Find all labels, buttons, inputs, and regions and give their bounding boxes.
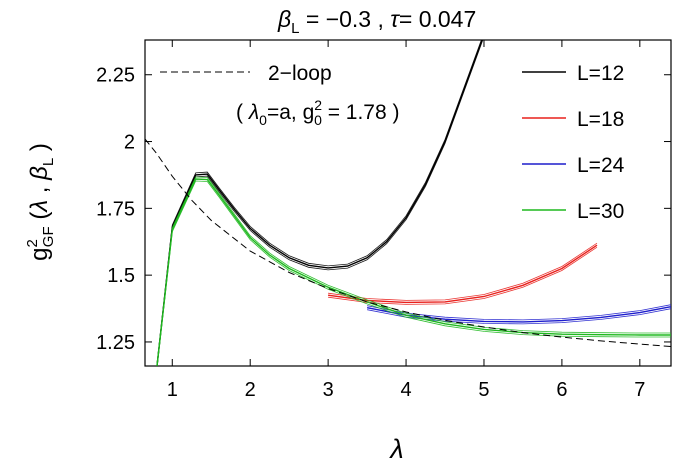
ylabel-beta-sub: L — [40, 158, 57, 166]
y-tick-label-2.25: 2.25 — [96, 65, 135, 87]
legend-entry-l18: L=18 — [522, 108, 624, 131]
ylabel-lambda: λ — [26, 200, 53, 214]
y-tick-label-1.25: 1.25 — [96, 332, 135, 354]
title-tau-val: = 0.047 — [399, 6, 476, 32]
x-tick-label-1: 1 — [167, 379, 178, 401]
x-tick-label-5: 5 — [478, 379, 489, 401]
annotation-open: ( — [236, 101, 249, 124]
title-beta: β — [277, 6, 291, 32]
annotation-lambda-sub: 0 — [259, 112, 267, 128]
title-tau: τ — [390, 6, 400, 32]
annotation-2loop-label: 2−loop — [268, 62, 332, 85]
series-l-30-band-lower — [156, 180, 671, 366]
ylabel-sup: 2 — [24, 239, 41, 247]
series-l-18 — [328, 242, 598, 305]
ylabel-sub: GF — [40, 226, 57, 247]
legend-label-l30: L=30 — [577, 200, 624, 223]
plot-frame — [144, 39, 672, 367]
series-l-12-band-lower — [156, 40, 484, 366]
annotation-g-sup: 2 — [314, 97, 322, 113]
legend-label-l12: L=12 — [577, 62, 624, 85]
series-l-12-line — [156, 40, 483, 366]
annotation-g-sub: 0 — [314, 112, 322, 128]
series-l-30-line — [156, 178, 671, 366]
series-2-loop-line — [145, 138, 671, 347]
series-l-24-line — [366, 306, 671, 323]
x-tick-label-2: 2 — [245, 379, 256, 401]
annotation-lam-eq: =a, g — [267, 101, 314, 124]
ylabel-comma: , — [26, 180, 53, 200]
series-layer — [145, 40, 671, 366]
legend-entry-l30: L=30 — [522, 200, 624, 223]
series-l-30 — [156, 176, 671, 366]
annotation-params: ( λ0=a, g2 0 = 1.78 ) — [236, 97, 400, 128]
y-tick-label-1.5: 1.5 — [107, 265, 135, 287]
title-beta-sub: L — [291, 20, 299, 37]
y-axis-label: g2GF (λ , βL ) — [24, 143, 57, 261]
annotation-lambda: λ — [248, 101, 259, 124]
legend-entry-l12: L=12 — [522, 62, 624, 85]
series-l-12 — [156, 40, 484, 366]
x-tick-label-4: 4 — [400, 379, 411, 401]
ylabel-open: ( — [26, 212, 53, 227]
legend-label-l24: L=24 — [577, 154, 625, 177]
title-beta-val: = −0.3 , — [299, 6, 390, 32]
series-l-18-band-upper — [328, 242, 598, 301]
chart-title: βL = −0.3 , τ= 0.047 — [277, 6, 476, 37]
annotation-g-val: = 1.78 ) — [322, 101, 400, 124]
y-tick-label-2: 2 — [124, 132, 135, 154]
ylabel-beta: β — [26, 166, 53, 181]
ylabel-g: g — [26, 248, 53, 261]
legend-entry-l24: L=24 — [522, 154, 625, 177]
x-tick-label-7: 7 — [634, 379, 645, 401]
x-tick-label-3: 3 — [323, 379, 334, 401]
ticks-group: 1 2 3 4 5 6 7 1.25 1.5 1.75 2 2.25 — [96, 40, 671, 401]
series-l-30-band-upper — [156, 176, 671, 366]
annotation-2loop: 2−loop ( λ0=a, g2 0 = 1.78 ) — [160, 62, 400, 128]
x-axis-label: λ — [388, 434, 403, 464]
series-l-18-band-lower — [328, 246, 598, 305]
legend: L=12 L=18 L=24 L=30 — [522, 62, 625, 223]
series-2-loop — [145, 138, 671, 347]
ylabel-close: ) — [26, 143, 53, 158]
series-l-18-line — [328, 244, 598, 304]
legend-label-l18: L=18 — [577, 108, 624, 131]
series-l-12-band-upper — [156, 40, 482, 366]
x-tick-label-6: 6 — [556, 379, 567, 401]
y-tick-label-1.75: 1.75 — [96, 198, 135, 220]
